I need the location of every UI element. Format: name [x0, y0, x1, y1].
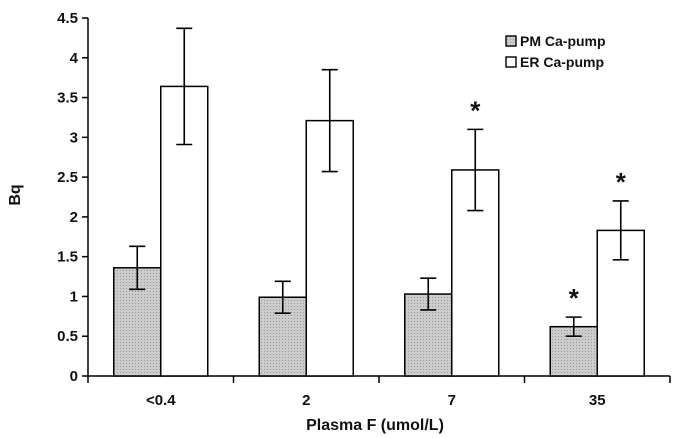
x-tick-label: 7 [448, 392, 456, 409]
x-tick-label: 35 [589, 392, 606, 409]
legend-label-er-ca-pump: ER Ca-pump [520, 54, 604, 70]
y-tick-label: 3.5 [57, 90, 78, 107]
significance-marker: * [616, 167, 627, 197]
y-axis-label: Bq [7, 184, 24, 205]
x-axis-label: Plasma F (umol/L) [306, 417, 444, 434]
y-tick-label: 4 [70, 50, 79, 67]
y-tick-label: 1.5 [57, 249, 78, 266]
y-tick-label: 0 [70, 368, 78, 385]
legend-label-pm-ca-pump: PM Ca-pump [520, 33, 606, 49]
x-tick-label: 2 [302, 392, 310, 409]
y-tick-label: 2.5 [57, 169, 78, 186]
plot-area: 0 0.5 1 1.5 2 2.5 3 3.5 4 4.5 <0.4 2 7 * 35 * * [57, 10, 671, 409]
legend: PM Ca-pump ER Ca-pump [502, 32, 660, 74]
y-tick-label: 2 [70, 209, 78, 226]
y-tick-label: 4.5 [57, 10, 78, 27]
significance-marker: * [569, 283, 580, 313]
y-tick-label: 1 [70, 288, 78, 305]
y-tick-label: 0.5 [57, 328, 78, 345]
legend-swatch-er-ca-pump [505, 56, 517, 68]
legend-swatch-pm-ca-pump [505, 35, 517, 47]
y-tick-label: 3 [70, 129, 78, 146]
x-tick-label: <0.4 [146, 392, 176, 409]
significance-marker: * [470, 95, 481, 125]
legend-box [502, 32, 660, 74]
